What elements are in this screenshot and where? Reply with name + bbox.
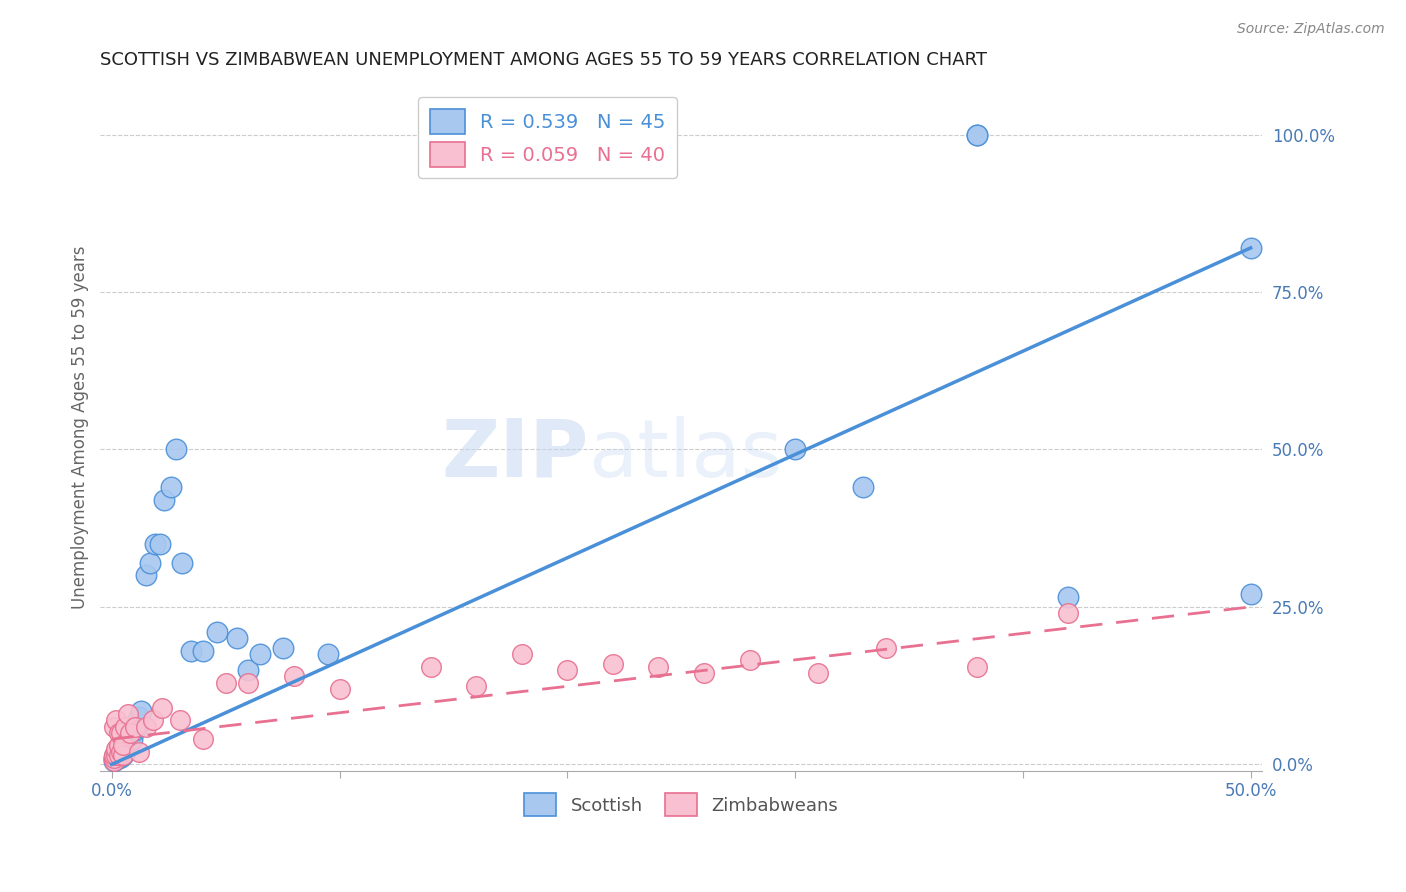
- Point: [316, 647, 339, 661]
- Point: [131, 704, 153, 718]
- Point: [139, 556, 162, 570]
- Point: [114, 739, 136, 753]
- Text: SCOTTISH VS ZIMBABWEAN UNEMPLOYMENT AMONG AGES 55 TO 59 YEARS CORRELATION CHART: SCOTTISH VS ZIMBABWEAN UNEMPLOYMENT AMON…: [100, 51, 987, 69]
- Point: [807, 666, 830, 681]
- Point: [107, 726, 129, 740]
- Point: [110, 726, 132, 740]
- Point: [153, 492, 176, 507]
- Point: [160, 480, 183, 494]
- Point: [105, 714, 128, 728]
- Point: [103, 751, 125, 765]
- Point: [419, 659, 441, 673]
- Legend: Scottish, Zimbabweans: Scottish, Zimbabweans: [517, 786, 845, 823]
- Point: [107, 741, 129, 756]
- Point: [150, 700, 173, 714]
- Point: [103, 747, 125, 762]
- Point: [128, 745, 150, 759]
- Point: [647, 659, 669, 673]
- Point: [602, 657, 624, 671]
- Point: [191, 644, 214, 658]
- Point: [105, 741, 128, 756]
- Point: [121, 732, 143, 747]
- Point: [128, 710, 150, 724]
- Point: [966, 128, 988, 142]
- Point: [875, 640, 897, 655]
- Text: Source: ZipAtlas.com: Source: ZipAtlas.com: [1237, 22, 1385, 37]
- Point: [328, 681, 350, 696]
- Point: [283, 669, 305, 683]
- Point: [238, 663, 260, 677]
- Point: [117, 739, 139, 754]
- Point: [118, 726, 141, 740]
- Point: [105, 745, 128, 759]
- Point: [112, 741, 135, 756]
- Point: [191, 732, 214, 747]
- Point: [103, 754, 125, 768]
- Point: [114, 720, 136, 734]
- Point: [249, 647, 271, 661]
- Point: [465, 679, 488, 693]
- Point: [110, 743, 132, 757]
- Point: [135, 568, 157, 582]
- Point: [118, 735, 141, 749]
- Point: [693, 666, 716, 681]
- Point: [510, 647, 533, 661]
- Point: [271, 640, 294, 655]
- Point: [114, 745, 136, 759]
- Point: [205, 625, 228, 640]
- Point: [966, 128, 988, 142]
- Point: [125, 720, 148, 734]
- Point: [169, 714, 191, 728]
- Point: [124, 720, 146, 734]
- Point: [165, 442, 187, 457]
- Point: [105, 747, 128, 762]
- Point: [112, 747, 135, 762]
- Point: [135, 720, 157, 734]
- Point: [112, 739, 135, 753]
- Point: [1057, 591, 1080, 605]
- Point: [555, 663, 578, 677]
- Point: [103, 754, 125, 768]
- Point: [783, 442, 806, 457]
- Point: [107, 739, 129, 753]
- Point: [966, 659, 988, 673]
- Point: [1240, 587, 1263, 601]
- Point: [107, 747, 129, 762]
- Point: [852, 480, 875, 494]
- Point: [180, 644, 202, 658]
- Text: atlas: atlas: [588, 416, 783, 494]
- Point: [238, 675, 260, 690]
- Point: [214, 675, 236, 690]
- Point: [148, 537, 170, 551]
- Y-axis label: Unemployment Among Ages 55 to 59 years: Unemployment Among Ages 55 to 59 years: [72, 245, 89, 609]
- Point: [1057, 606, 1080, 620]
- Point: [107, 746, 129, 760]
- Point: [1240, 241, 1263, 255]
- Point: [103, 752, 125, 766]
- Point: [110, 749, 132, 764]
- Point: [103, 720, 125, 734]
- Point: [124, 723, 146, 737]
- Point: [103, 749, 125, 764]
- Text: ZIP: ZIP: [441, 416, 588, 494]
- Point: [142, 714, 165, 728]
- Point: [226, 632, 249, 646]
- Point: [112, 747, 135, 762]
- Point: [172, 556, 194, 570]
- Point: [107, 751, 129, 765]
- Point: [117, 706, 139, 721]
- Point: [105, 751, 128, 765]
- Point: [738, 653, 761, 667]
- Point: [110, 745, 132, 759]
- Point: [143, 537, 166, 551]
- Point: [105, 747, 128, 762]
